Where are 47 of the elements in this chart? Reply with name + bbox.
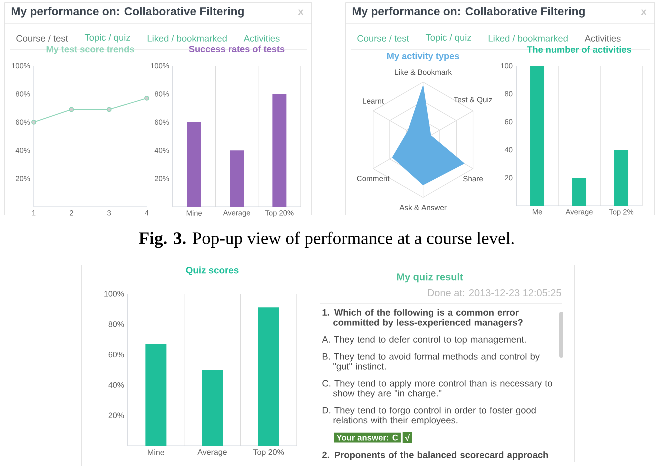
bar <box>572 178 587 206</box>
text: 1. Which of the following is a common error committed by less-experienced managers? <box>322 309 523 328</box>
text: 2. Proponents of the balanced scorecard approach <box>322 452 548 460</box>
x-tick-label: Mine <box>148 450 164 456</box>
text: Your answer: C <box>336 434 398 441</box>
point <box>144 96 150 101</box>
text: D. They tend to forgo control in order to foster good relations with their employees. <box>322 406 536 426</box>
bar <box>187 122 202 207</box>
text: C. They tend to apply more control than is necessary to show they are "in charge." <box>322 380 552 399</box>
y-tick-label: 100% <box>104 291 124 297</box>
text: Done at: 2013-12-23 12:05:25 <box>428 289 562 297</box>
text: √ <box>405 434 410 442</box>
category-label: Course / test <box>16 35 68 42</box>
category-label: Liked / bookmarked <box>148 35 227 42</box>
category-label: Liked / bookmarked <box>488 35 568 42</box>
bar <box>146 344 167 446</box>
point <box>69 107 74 112</box>
bar <box>258 308 280 446</box>
point <box>32 120 36 125</box>
point <box>106 107 112 112</box>
bar <box>230 150 244 207</box>
chart-title: My activity types <box>388 52 460 62</box>
chart-title: Quiz scores <box>186 266 239 276</box>
category-label: Activities <box>244 35 280 42</box>
chart-title: The number of activities <box>527 46 632 53</box>
bar <box>614 150 629 206</box>
x-tick-label: Top 20% <box>253 450 284 457</box>
bar <box>530 66 545 206</box>
text: My quiz result <box>397 273 464 283</box>
category-label: Course / test <box>358 35 410 42</box>
chart-title: Success rates of tests <box>189 46 285 52</box>
category-label: Topic / quiz <box>84 34 130 43</box>
category-label: Topic / quiz <box>426 34 472 43</box>
y-tick-label: 20% <box>108 412 124 418</box>
text: Fig. 3. Pop-up view of performance at a course level. <box>139 232 514 248</box>
x-tick-label: Average <box>198 450 227 457</box>
text: B. They tend to avoid formal methods and control by "gut" instinct. <box>322 353 540 372</box>
category-label: Activities <box>584 35 621 42</box>
y-tick-label: 60% <box>108 352 124 358</box>
text: A. They tend to defer control to top management. <box>322 336 526 345</box>
text: My performance on: Collaborative Filtering <box>352 7 585 18</box>
chart-title: My test score trends <box>46 46 134 54</box>
bar <box>272 94 287 207</box>
text: My performance on: Collaborative Filtering <box>12 7 244 18</box>
y-tick-label: 80% <box>108 322 124 328</box>
y-tick-label: 40% <box>108 382 124 388</box>
bar <box>202 370 224 446</box>
